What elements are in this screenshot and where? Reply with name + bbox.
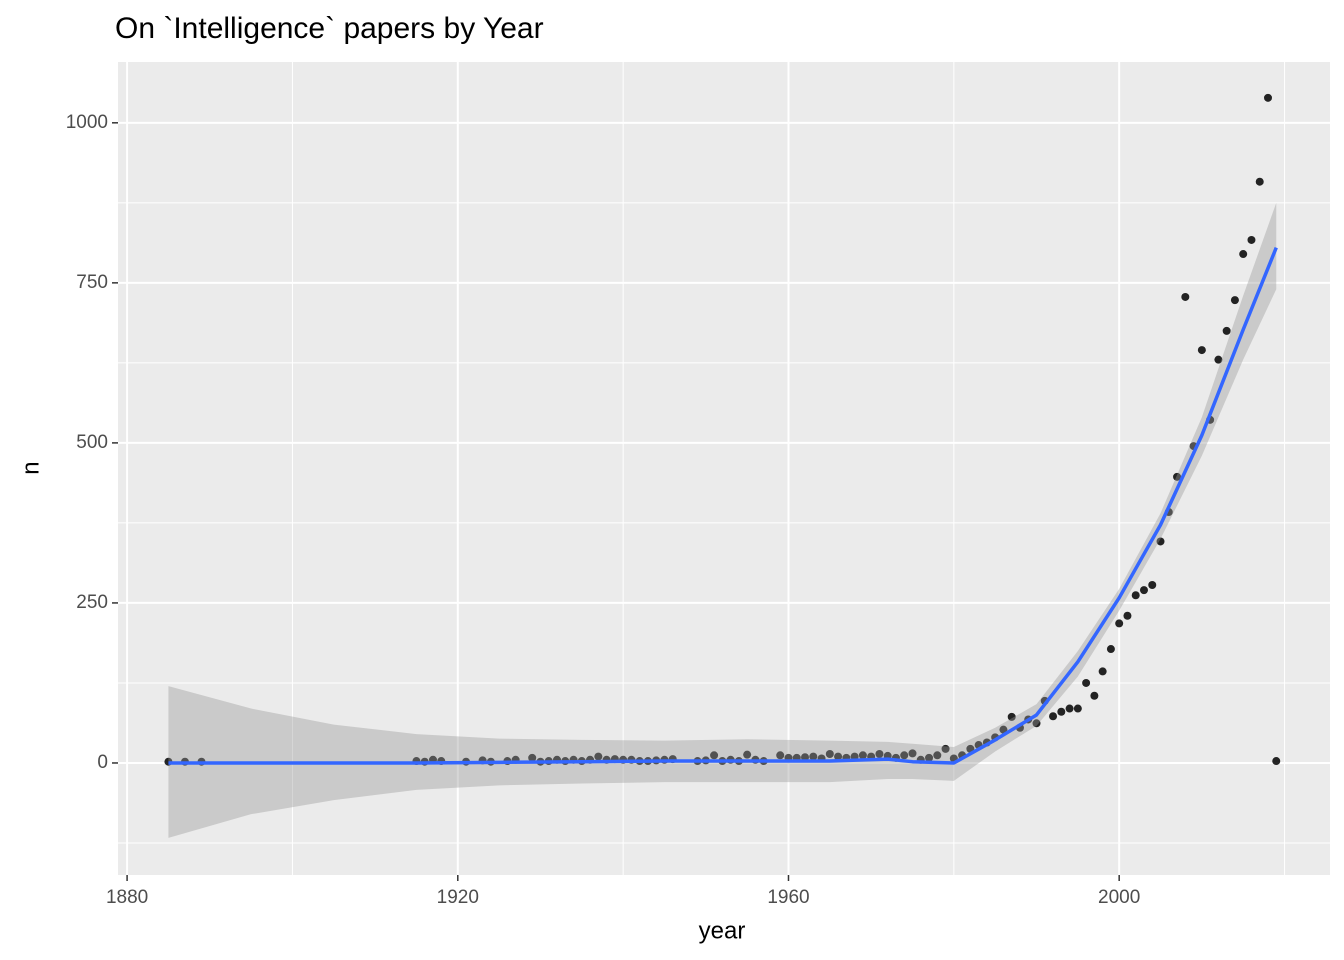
point bbox=[858, 751, 867, 760]
x-tick-label: 1920 bbox=[437, 887, 479, 908]
point bbox=[1222, 326, 1231, 335]
point bbox=[925, 753, 934, 762]
confidence-band bbox=[168, 202, 1277, 838]
point bbox=[1098, 667, 1107, 676]
point bbox=[710, 751, 719, 760]
point bbox=[1181, 292, 1190, 301]
point bbox=[1032, 719, 1041, 728]
x-tick-label: 2000 bbox=[1098, 887, 1140, 908]
point bbox=[1090, 691, 1099, 700]
point bbox=[908, 749, 917, 758]
y-tick-label: 500 bbox=[76, 432, 108, 453]
point bbox=[1239, 250, 1248, 259]
point bbox=[1156, 537, 1165, 546]
point bbox=[834, 752, 843, 761]
point bbox=[1230, 296, 1239, 305]
point bbox=[1173, 472, 1182, 481]
point bbox=[875, 750, 884, 759]
point bbox=[1049, 712, 1058, 721]
panel bbox=[118, 62, 1330, 875]
point bbox=[1272, 757, 1281, 766]
point bbox=[825, 750, 834, 759]
x-axis-title: year bbox=[699, 917, 746, 944]
point bbox=[941, 744, 950, 753]
point bbox=[1263, 93, 1272, 102]
point bbox=[528, 753, 537, 762]
point bbox=[743, 750, 752, 759]
point bbox=[1139, 586, 1148, 595]
y-tick-label: 0 bbox=[97, 752, 108, 773]
point bbox=[1115, 619, 1124, 628]
point bbox=[1131, 591, 1140, 600]
point bbox=[1073, 704, 1082, 713]
chart-title: On `Intelligence` papers by Year bbox=[115, 12, 544, 45]
point bbox=[1065, 704, 1074, 713]
point bbox=[594, 752, 603, 761]
point bbox=[900, 751, 909, 760]
point bbox=[801, 753, 810, 762]
point bbox=[1197, 346, 1206, 355]
y-tick-label: 750 bbox=[76, 272, 108, 293]
x-tick-label: 1880 bbox=[106, 887, 148, 908]
point bbox=[1214, 355, 1223, 364]
point bbox=[1148, 581, 1157, 590]
point bbox=[933, 751, 942, 760]
point bbox=[1106, 645, 1115, 654]
point bbox=[1057, 707, 1066, 716]
point bbox=[809, 752, 818, 761]
smooth-line bbox=[168, 246, 1278, 765]
x-tick-label: 1960 bbox=[767, 887, 809, 908]
point bbox=[776, 751, 785, 760]
point bbox=[1123, 611, 1132, 620]
y-tick-label: 1000 bbox=[66, 112, 108, 133]
y-axis-title: n bbox=[17, 461, 44, 474]
point bbox=[1247, 235, 1256, 244]
point bbox=[1082, 678, 1091, 687]
point bbox=[1007, 712, 1016, 721]
point bbox=[1255, 177, 1264, 186]
y-tick-label: 250 bbox=[76, 592, 108, 613]
